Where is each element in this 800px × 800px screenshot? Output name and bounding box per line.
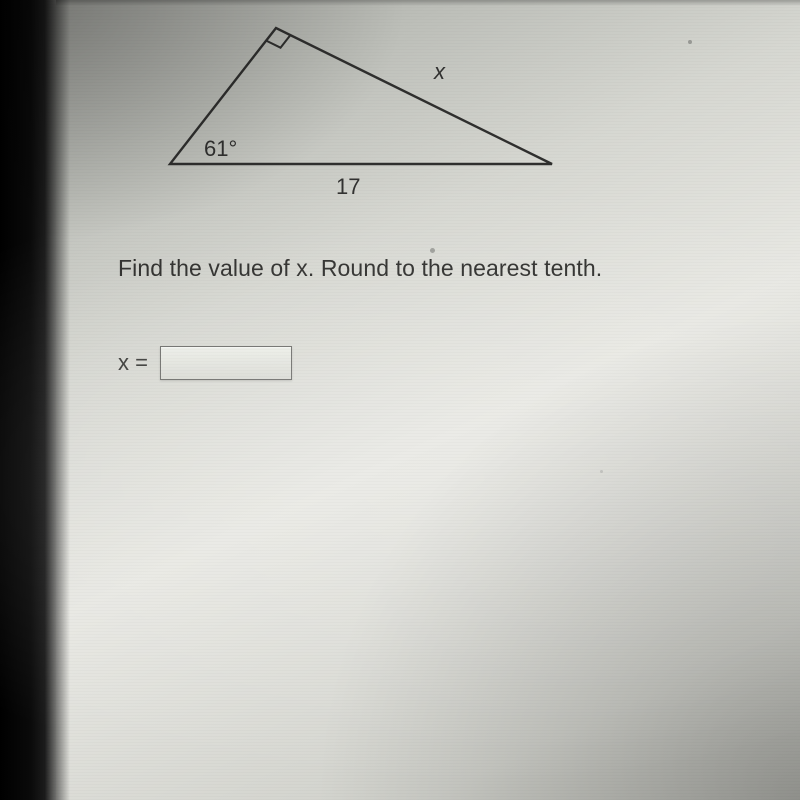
triangle-figure: 61° 17 x (146, 14, 576, 209)
angle-label: 61° (204, 136, 237, 162)
left-bezel (0, 0, 56, 800)
base-side-label: 17 (336, 174, 360, 200)
speck (600, 470, 603, 473)
speck (430, 248, 435, 253)
answer-prefix: x = (118, 350, 148, 376)
worksheet-area: 61° 17 x Find the value of x. Round to t… (56, 0, 800, 800)
speck (688, 40, 692, 44)
photo-frame: 61° 17 x Find the value of x. Round to t… (0, 0, 800, 800)
answer-row: x = (118, 346, 772, 380)
hypotenuse-label: x (434, 59, 445, 85)
answer-input[interactable] (160, 346, 292, 380)
question-prompt: Find the value of x. Round to the neares… (118, 253, 772, 284)
triangle-svg (146, 14, 576, 209)
